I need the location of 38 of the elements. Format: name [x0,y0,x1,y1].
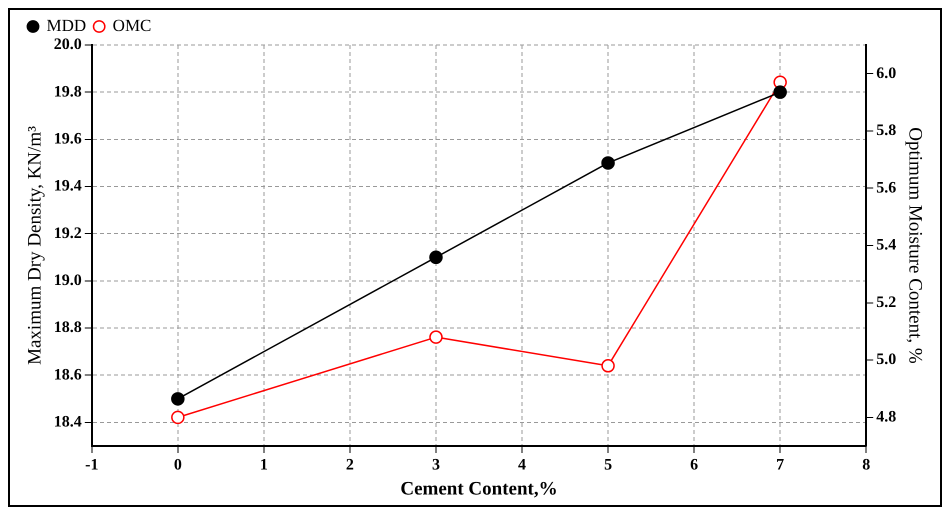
y2-tick-label: 5.2 [876,294,896,311]
y-tick-label: 18.4 [54,414,82,431]
y2-tick-label: 5.4 [876,236,896,254]
y-tick-label: 18.6 [54,366,82,384]
y-axis-title: Maximum Dry Density, KN/m³ [24,126,46,365]
x-tick-label: 1 [260,456,268,474]
y-tick-label: 20.0 [54,36,82,54]
y2-tick-label: 5.8 [876,122,896,140]
y2-tick-label: 5.0 [876,351,896,368]
y-tick-label: 19.0 [54,272,82,290]
x-tick-label: 3 [432,456,440,474]
x-tick-label: 4 [518,456,526,474]
x-tick-label: 2 [346,456,354,474]
y2-tick-label: 5.6 [876,179,896,196]
point [171,410,185,424]
x-tick-label: 7 [776,456,784,474]
legend-label: OMC [112,16,152,35]
point [601,156,615,170]
x-tick-label: -1 [85,456,98,474]
y-tick-label: 18.8 [54,319,82,336]
point [601,359,615,373]
y-tick-label: 19.8 [54,83,82,100]
legend-label: MDD [46,16,86,35]
y-tick-label: 19.6 [54,130,82,148]
y2-tick-label: 4.8 [876,408,896,426]
point [773,85,787,99]
point [429,250,443,264]
x-tick-label: 0 [174,456,182,474]
point [429,330,443,344]
x-axis-title: Cement Content,% [400,478,558,500]
x-tick-label: 6 [690,456,698,474]
y2-tick-label: 6.0 [876,64,896,82]
y2-axis-title: Optimum Moisture Content, % [904,127,926,364]
y-tick-label: 19.2 [54,224,82,242]
x-tick-label: 5 [604,456,612,474]
point [171,392,185,406]
y-tick-label: 19.4 [54,178,82,195]
x-tick-label: 8 [862,456,870,474]
